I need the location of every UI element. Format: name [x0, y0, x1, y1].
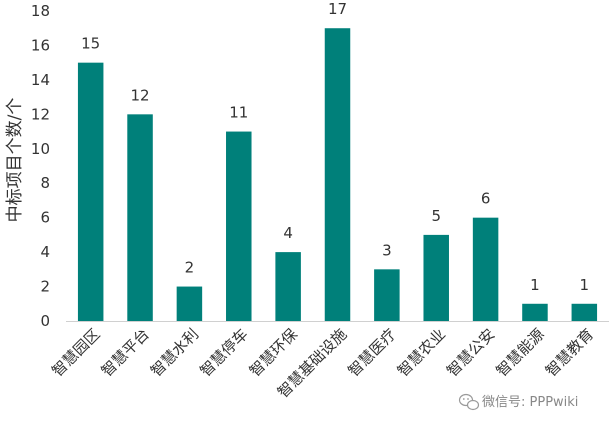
x-tick-label: 智慧医疗	[345, 325, 400, 380]
x-axis: 智慧园区智慧平台智慧水利智慧停车智慧环保智慧基础设施智慧医疗智慧农业智慧公安智慧…	[48, 321, 609, 401]
y-tick-label: 6	[40, 209, 50, 227]
x-tick-label: 智慧农业	[394, 325, 449, 380]
y-tick-label: 2	[40, 278, 50, 296]
x-tick-label: 智慧教育	[542, 325, 597, 380]
y-tick-label: 0	[40, 312, 50, 330]
bar	[77, 62, 104, 322]
data-label: 1	[530, 276, 540, 294]
watermark: 微信号: PPPwiki	[458, 393, 578, 411]
bar	[472, 217, 499, 321]
data-label: 15	[81, 35, 100, 53]
y-tick-label: 4	[40, 243, 50, 261]
data-label: 5	[431, 207, 441, 225]
x-tick-label: 智慧园区	[48, 325, 103, 380]
y-tick-label: 8	[40, 174, 50, 192]
bar	[275, 252, 301, 321]
data-label: 6	[481, 190, 491, 208]
bar	[226, 131, 252, 321]
x-tick-label: 智慧停车	[196, 325, 251, 380]
x-tick-label: 智慧水利	[147, 325, 202, 380]
bar	[423, 234, 449, 321]
y-tick-label: 16	[31, 36, 50, 54]
data-label: 2	[185, 259, 195, 277]
bar	[176, 286, 203, 321]
bars	[77, 28, 598, 322]
bar	[324, 28, 351, 321]
y-tick-label: 12	[31, 105, 50, 123]
watermark-text: 微信号: PPPwiki	[482, 395, 578, 410]
data-label: 3	[382, 241, 392, 259]
y-tick-label: 14	[31, 71, 50, 89]
x-tick-label: 智慧平台	[98, 325, 153, 380]
y-axis: 0 2 4 6 8 10 12 14 16 18	[31, 2, 50, 330]
wechat-icon	[458, 393, 480, 411]
y-axis-title: 中标项目个数/个	[5, 98, 25, 223]
data-label: 17	[328, 0, 347, 18]
data-label: 11	[229, 104, 248, 122]
y-tick-label: 18	[31, 2, 50, 20]
bar	[127, 114, 153, 321]
bar	[571, 303, 598, 321]
bar	[522, 303, 548, 321]
data-label: 1	[580, 276, 590, 294]
y-tick-label: 10	[31, 140, 50, 158]
x-tick-label: 智慧能源	[493, 325, 548, 380]
x-tick-label: 智慧公安	[443, 325, 498, 380]
data-label: 12	[130, 86, 149, 104]
bar	[374, 269, 400, 321]
data-label: 4	[283, 224, 293, 242]
